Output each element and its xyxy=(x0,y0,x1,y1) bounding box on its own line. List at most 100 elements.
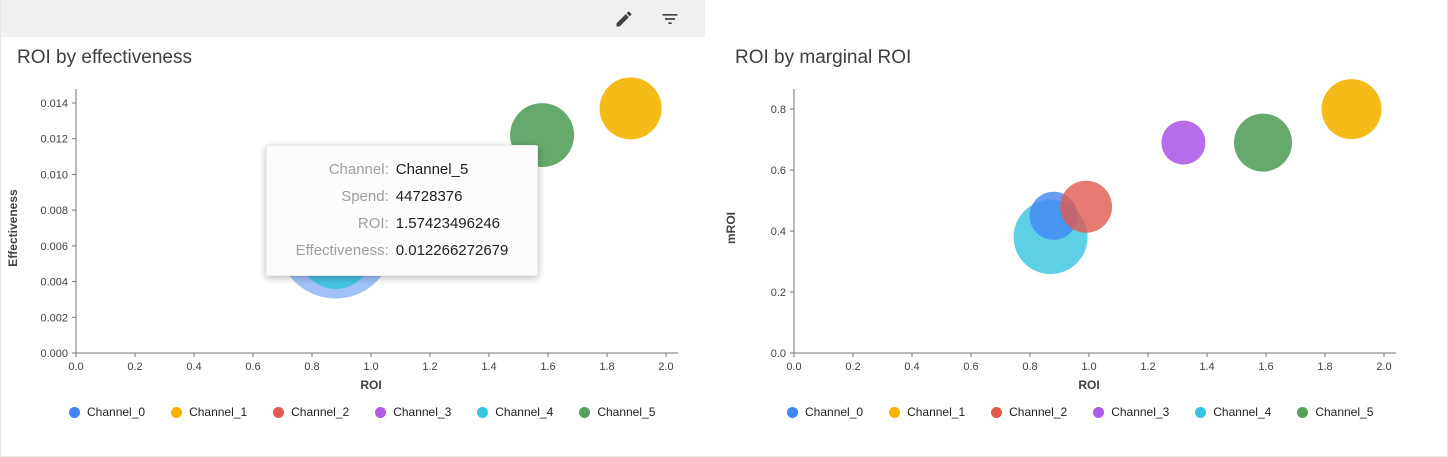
y-tick-label: 0.004 xyxy=(40,277,68,289)
x-tick-label: 1.6 xyxy=(540,361,555,373)
x-axis-label: ROI xyxy=(1078,378,1099,392)
x-tick-label: 0.4 xyxy=(904,361,919,373)
legend-item-channel_5[interactable]: Channel_5 xyxy=(579,405,655,419)
tooltip-label: Effectiveness: xyxy=(295,242,389,259)
y-axis-label: Effectiveness xyxy=(6,189,20,267)
roi-by-marginal-roi-plot: 0.0 0.2 0.4 0.6 0.8 1.0 1.2 1.4 1.6 1.8 2.0 0.0 0.2 0… xyxy=(724,79,1396,392)
chart-roi-by-marginal-roi: ROI by marginal ROI 0.0 0.2 0.4 0.6 0.8 1.0 1.… xyxy=(719,37,1448,419)
y-tick-label: 0.2 xyxy=(771,287,786,299)
legend-label: Channel_4 xyxy=(495,405,554,419)
legend-dot xyxy=(375,406,387,418)
legend-item-channel_2[interactable]: Channel_2 xyxy=(273,405,349,419)
legend-label: Channel_2 xyxy=(291,405,350,419)
legend: Channel_0 Channel_1 Channel_2 Channel_3 Chan… xyxy=(69,405,713,419)
tooltip-label: Channel: xyxy=(328,161,389,178)
y-tick-label: 0.4 xyxy=(771,226,786,238)
legend-label: Channel_3 xyxy=(393,405,452,419)
tooltip-value: 44728376 xyxy=(395,188,463,205)
x-axis-label: ROI xyxy=(360,378,381,392)
x-tick-label: 0.8 xyxy=(1022,361,1037,373)
x-tick-label: 0.2 xyxy=(127,361,142,373)
x-tick-label: 0.0 xyxy=(68,361,83,373)
legend-dot xyxy=(1297,406,1309,418)
legend-item-channel_5[interactable]: Channel_5 xyxy=(1297,405,1373,419)
legend-label: Channel_1 xyxy=(189,405,248,419)
legend-item-channel_0[interactable]: Channel_0 xyxy=(69,405,145,419)
y-tick-label: 0.002 xyxy=(40,312,68,324)
legend-item-channel_1[interactable]: Channel_1 xyxy=(889,405,965,419)
legend-dot xyxy=(579,406,591,418)
legend-label: Channel_0 xyxy=(805,405,864,419)
x-tick-label: 0.6 xyxy=(963,361,978,373)
x-tick-label: 0.4 xyxy=(186,361,201,373)
legend-dot xyxy=(273,406,285,418)
tooltip-value: 1.57423496246 xyxy=(395,215,501,232)
tooltip: Channel: Channel_5 Spend: 44728376 ROI: 1.574… xyxy=(266,145,538,276)
x-tick-label: 2.0 xyxy=(1376,361,1391,373)
legend-item-channel_4[interactable]: Channel_4 xyxy=(477,405,553,419)
y-tick-label: 0.8 xyxy=(771,104,786,116)
legend-item-channel_1[interactable]: Channel_1 xyxy=(171,405,247,419)
y-tick-label: 0.6 xyxy=(771,165,786,177)
x-tick-label: 2.0 xyxy=(658,361,673,373)
x-tick-label: 0.8 xyxy=(304,361,319,373)
x-tick-label: 1.6 xyxy=(1258,361,1273,373)
edit-button[interactable] xyxy=(609,4,639,34)
x-tick-label: 0.2 xyxy=(845,361,860,373)
x-tick-label: 0.0 xyxy=(786,361,801,373)
legend-label: Channel_1 xyxy=(907,405,966,419)
x-tick-label: 0.6 xyxy=(245,361,260,373)
x-tick-label: 1.0 xyxy=(1081,361,1096,373)
legend-label: Channel_2 xyxy=(1009,405,1068,419)
x-tick-label: 1.2 xyxy=(1140,361,1155,373)
filter-icon xyxy=(660,9,680,29)
legend-item-channel_2[interactable]: Channel_2 xyxy=(991,405,1067,419)
legend-item-channel_0[interactable]: Channel_0 xyxy=(787,405,863,419)
legend-dot xyxy=(889,406,901,418)
tooltip-value: Channel_5 xyxy=(395,161,469,178)
x-tick-label: 1.4 xyxy=(1199,361,1214,373)
legend-dot xyxy=(1093,406,1105,418)
tooltip-value: 0.012266272679 xyxy=(395,242,509,259)
y-tick-label: 0.008 xyxy=(40,205,68,217)
legend-label: Channel_3 xyxy=(1111,405,1170,419)
legend-dot xyxy=(69,406,80,418)
legend-label: Channel_4 xyxy=(1213,405,1272,419)
filter-button[interactable] xyxy=(655,4,685,34)
legend-label: Channel_0 xyxy=(87,405,146,419)
legend-item-channel_3[interactable]: Channel_3 xyxy=(1093,405,1169,419)
legend-label: Channel_5 xyxy=(597,405,656,419)
legend-dot xyxy=(787,406,798,418)
y-tick-label: 0.014 xyxy=(40,98,68,110)
x-tick-label: 1.4 xyxy=(481,361,496,373)
bubble-channel_2[interactable] xyxy=(1060,180,1113,233)
bubble-channel_3[interactable] xyxy=(1161,120,1206,165)
legend-item-channel_3[interactable]: Channel_3 xyxy=(375,405,451,419)
y-tick-label: 0.010 xyxy=(40,169,68,181)
tooltip-label: ROI: xyxy=(357,215,389,232)
y-tick-label: 0.000 xyxy=(40,348,68,360)
chart-title: ROI by marginal ROI xyxy=(735,47,912,68)
y-tick-label: 0.0 xyxy=(771,348,786,360)
y-axis-label: mROI xyxy=(724,212,738,244)
y-tick-label: 0.006 xyxy=(40,241,68,253)
y-tick-label: 0.012 xyxy=(40,134,68,146)
bubble-channel_5[interactable] xyxy=(1234,113,1292,172)
chart-toolbar xyxy=(1,0,705,37)
chart-title: ROI by effectiveness xyxy=(17,47,192,68)
x-tick-label: 1.8 xyxy=(1317,361,1332,373)
tooltip-label: Spend: xyxy=(341,188,389,205)
legend-dot xyxy=(991,406,1003,418)
x-tick-label: 1.2 xyxy=(422,361,437,373)
edit-icon xyxy=(614,9,634,29)
legend-item-channel_4[interactable]: Channel_4 xyxy=(1195,405,1271,419)
legend-dot xyxy=(477,406,489,418)
legend-dot xyxy=(1195,406,1207,418)
legend-dot xyxy=(171,406,183,418)
legend-label: Channel_5 xyxy=(1315,405,1374,419)
bubble-channel_1[interactable] xyxy=(599,77,662,140)
bubble-channel_1[interactable] xyxy=(1321,79,1382,140)
x-tick-label: 1.0 xyxy=(363,361,378,373)
x-tick-label: 1.8 xyxy=(599,361,614,373)
chart-roi-by-effectiveness: ROI by effectiveness 0.0 0.2 0.4 0.6 0.8 1.0 1… xyxy=(1,37,713,419)
